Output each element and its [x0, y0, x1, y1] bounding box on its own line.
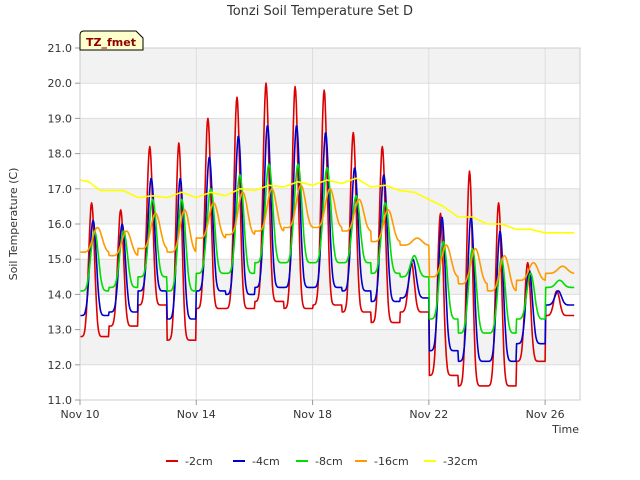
legend-label: -2cm: [185, 455, 213, 468]
x-tick-label: Nov 18: [293, 408, 332, 421]
legend-label: -8cm: [315, 455, 343, 468]
legend-label: -4cm: [252, 455, 280, 468]
x-tick-label: Nov 14: [177, 408, 216, 421]
y-tick-label: 14.0: [48, 288, 73, 301]
plot-band: [80, 48, 580, 84]
y-tick-label: 19.0: [48, 112, 73, 125]
y-tick-label: 17.0: [48, 183, 73, 196]
series-line-minus-32cm: [79, 177, 575, 234]
series-line-minus-4cm: [79, 125, 575, 363]
y-tick-label: 16.0: [48, 218, 73, 231]
series-lines: [79, 82, 575, 387]
legend: -2cm -4cm -8cm -16cm -32cm: [166, 455, 478, 468]
badge-shape: [79, 30, 144, 51]
y-axis-ticks: 11.0 12.0 13.0 14.0 15.0 16.0 17.0 18.0 19.0 20.0…: [48, 42, 80, 407]
x-tick-label: Nov 22: [409, 408, 448, 421]
series-line-minus-16cm: [79, 184, 575, 292]
x-axis-label: Time: [551, 423, 579, 436]
plot-band: [80, 83, 580, 119]
legend-label: -16cm: [374, 455, 409, 468]
y-tick-label: 11.0: [48, 394, 73, 407]
y-axis-label: Soil Temperature (C): [7, 168, 20, 281]
chart-title: Tonzi Soil Temperature Set D: [226, 4, 413, 19]
y-tick-label: 21.0: [48, 42, 73, 55]
y-tick-label: 18.0: [48, 148, 73, 161]
badge-text: TZ_fmet: [86, 36, 136, 49]
y-tick-label: 13.0: [48, 324, 73, 337]
x-tick-label: Nov 26: [526, 408, 565, 421]
plot-band: [80, 118, 580, 154]
x-axis-ticks: Nov 10 Nov 14 Nov 18 Nov 22 Nov 26: [61, 400, 565, 421]
series-line-minus-2cm: [79, 82, 575, 387]
plot-band: [80, 364, 580, 400]
x-tick-label: Nov 10: [61, 408, 100, 421]
y-tick-label: 15.0: [48, 253, 73, 266]
series-line-minus-8cm: [79, 163, 575, 334]
station-badge: TZ_fmet: [79, 30, 144, 51]
y-tick-label: 12.0: [48, 359, 73, 372]
legend-label: -32cm: [443, 455, 478, 468]
y-tick-label: 20.0: [48, 77, 73, 90]
plot-band: [80, 329, 580, 365]
